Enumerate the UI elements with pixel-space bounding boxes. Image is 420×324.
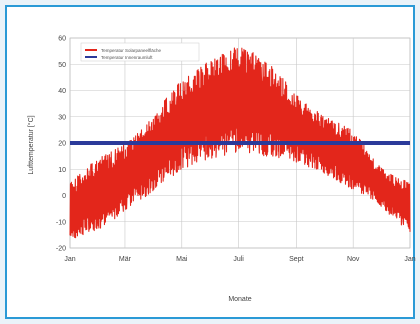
legend-label-solar: Temperatur Solarpaneelfläche (101, 48, 162, 53)
y-tick-label: 60 (58, 36, 66, 43)
series-solar-panel-temperature (69, 47, 411, 239)
x-tick-label: Mai (176, 256, 188, 263)
legend-label-indoor: Temperatur Innenraumluft (101, 55, 153, 60)
legend-box (80, 42, 200, 62)
y-tick-label: 40 (58, 88, 66, 95)
x-tick-label: Jan (64, 256, 75, 263)
temperature-chart: -20 -10 0 10 20 30 40 50 60 Jan Mär Mai Juli Sept Nov… (27, 36, 416, 304)
y-tick-label: 50 (58, 62, 66, 69)
solar-panel-temperature-line (69, 47, 411, 239)
y-tick-label: -20 (56, 246, 66, 253)
y-tick-label: 10 (58, 167, 66, 174)
legend: Temperatur Solarpaneelfläche Temperatur … (80, 42, 200, 62)
x-tick-label: Sept (289, 256, 303, 263)
y-tick-label: -10 (56, 219, 66, 226)
y-tick-label: 20 (58, 141, 66, 148)
x-axis-label: Monate (228, 296, 251, 303)
y-tick-labels: -20 -10 0 10 20 30 40 50 60 (56, 36, 66, 253)
y-tick-label: 0 (62, 193, 66, 200)
y-tick-label: 30 (58, 114, 66, 121)
x-tick-label: Nov (347, 256, 360, 263)
x-tick-labels: Jan Mär Mai Juli Sept Nov Jan (64, 256, 415, 263)
y-axis-label: Lufttemperatur [°C] (27, 115, 35, 174)
chart-frame: -20 -10 0 10 20 30 40 50 60 Jan Mär Mai Juli Sept Nov… (5, 5, 416, 319)
x-tick-label: Juli (233, 256, 244, 263)
x-tick-label: Jan (404, 256, 415, 263)
x-tick-label: Mär (119, 256, 132, 263)
